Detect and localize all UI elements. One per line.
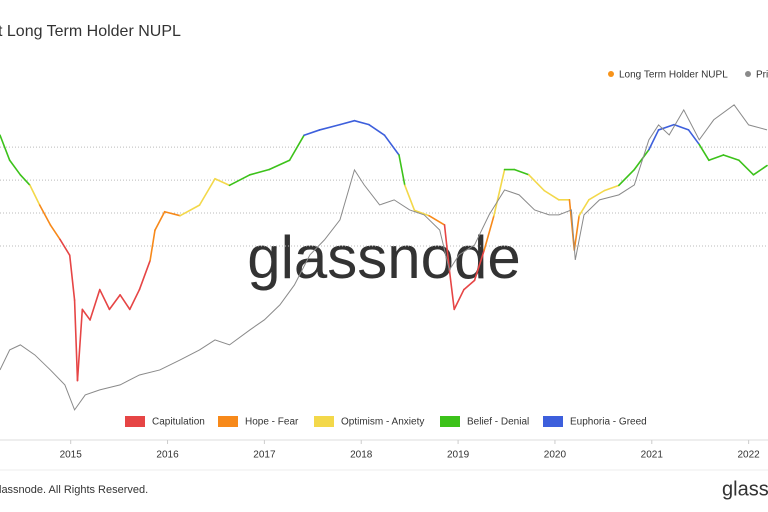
nupl-segment: [228, 173, 251, 187]
nupl-segment: [603, 184, 620, 192]
nupl-segment: [268, 159, 291, 171]
nupl-segment: [73, 299, 79, 382]
nupl-segment: [59, 238, 71, 257]
nupl-segment: [413, 209, 430, 217]
nupl-segment: [463, 279, 476, 291]
x-tick-label: 2017: [253, 450, 276, 461]
x-tick-label: 2019: [447, 450, 470, 461]
nupl-segment: [163, 210, 181, 217]
x-tick-label: 2020: [544, 450, 567, 461]
nupl-segment: [673, 123, 690, 131]
nupl-segment: [473, 249, 486, 282]
nupl-segment: [128, 288, 141, 311]
nupl-segment: [138, 259, 151, 291]
nupl-segment: [648, 129, 660, 151]
nupl-segment: [573, 214, 580, 251]
nupl-segment: [527, 173, 546, 192]
nupl-segment: [318, 123, 341, 131]
chart-title: t Long Term Holder NUPL: [0, 23, 181, 40]
nupl-segment: [49, 224, 61, 241]
price-line: [0, 104, 768, 411]
zone-label: Euphoria - Greed: [570, 417, 647, 428]
nupl-segment: [154, 210, 166, 232]
nupl-segment: [119, 294, 131, 311]
nupl-segment: [368, 123, 386, 137]
legend-label: Long Term Holder NUPL: [619, 70, 728, 81]
zone-swatch: [218, 416, 238, 427]
zone-label: Belief - Denial: [467, 417, 529, 428]
zone-swatch: [314, 416, 334, 427]
nupl-segment: [29, 184, 41, 206]
nupl-segment: [76, 308, 84, 382]
nupl-segment: [448, 268, 456, 311]
nupl-segment: [513, 168, 530, 176]
nupl-segment: [453, 288, 465, 311]
nupl-segment: [687, 129, 701, 146]
zone-swatch: [440, 416, 460, 427]
nupl-segment: [657, 123, 675, 131]
nupl-segment: [38, 204, 52, 226]
zone-swatch: [125, 416, 145, 427]
x-tick-label: 2015: [60, 450, 83, 461]
nupl-segment: [404, 184, 416, 212]
nupl-segment: [722, 154, 740, 162]
zone-label: Optimism - Anxiety: [341, 417, 424, 428]
x-tick-label: 2016: [156, 450, 179, 461]
nupl-segment: [708, 154, 725, 162]
logo: glass: [722, 478, 768, 500]
legend-marker: [745, 71, 751, 77]
nupl-segment: [98, 288, 111, 311]
nupl-segment: [303, 129, 321, 137]
nupl-segment: [198, 177, 216, 206]
nupl-segment: [108, 294, 121, 311]
nupl-segment: [428, 214, 446, 226]
nupl-segment: [288, 134, 305, 162]
nupl-segment: [752, 164, 768, 176]
x-tick-label: 2018: [350, 450, 373, 461]
nupl-segment: [398, 154, 406, 187]
nupl-segment: [0, 134, 11, 162]
nupl-segment: [179, 204, 201, 217]
nupl-segment: [543, 189, 560, 201]
legend-marker: [608, 71, 614, 77]
zone-swatch: [543, 416, 563, 427]
nupl-segment: [578, 199, 590, 217]
zone-label: Capitulation: [152, 417, 205, 428]
nupl-segment: [588, 189, 606, 201]
nupl-segment: [214, 177, 231, 187]
nupl-segment: [353, 119, 370, 126]
nupl-segment: [89, 288, 101, 321]
nupl-segment: [19, 173, 31, 187]
nupl-segment: [738, 159, 755, 176]
legend-label: Pri: [756, 70, 768, 81]
nupl-segment: [443, 224, 451, 271]
nupl-segment: [149, 229, 156, 262]
x-tick-label: 2022: [738, 450, 761, 461]
nupl-segment: [383, 134, 400, 156]
nupl-segment: [483, 214, 495, 251]
x-tick-label: 2021: [641, 450, 664, 461]
nupl-segment: [249, 168, 271, 176]
nupl-segment: [493, 168, 506, 217]
nupl-segment: [698, 143, 710, 162]
nupl-segment: [8, 159, 22, 176]
zone-label: Hope - Fear: [245, 417, 299, 428]
nupl-segment: [81, 308, 91, 321]
nupl-segment: [68, 254, 76, 301]
nupl-segment: [339, 119, 356, 126]
nupl-segment: [618, 168, 636, 187]
footer: lassnode. All Rights Reserved.: [0, 484, 148, 496]
nupl-segment: [633, 148, 650, 171]
